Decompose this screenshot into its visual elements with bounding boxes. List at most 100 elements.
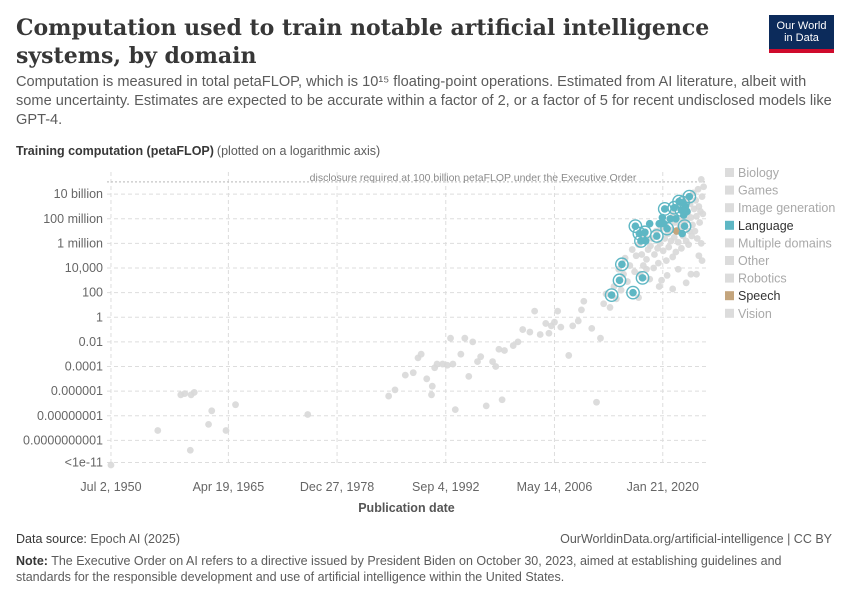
data-point-other (674, 265, 682, 273)
legend-swatch (725, 168, 734, 177)
data-source: Data source: Epoch AI (2025) (16, 532, 180, 546)
data-point-language (618, 260, 626, 269)
data-point-language (680, 222, 689, 230)
data-point-language-ring (657, 202, 672, 216)
x-tick-label: Apr 19, 1965 (193, 480, 265, 494)
data-point-language-ring (667, 200, 682, 215)
data-point-language (678, 229, 686, 238)
data-source-text[interactable]: Epoch AI (2025) (90, 532, 181, 546)
license-link[interactable]: OurWorldinData.org/artificial-intelligen… (560, 532, 832, 546)
data-point-other (663, 272, 671, 279)
data-point-other (451, 406, 459, 414)
legend-swatch (725, 291, 734, 301)
data-point-other (457, 350, 465, 358)
chart-note: Note: The Executive Order on AI refers t… (16, 553, 836, 585)
data-point-language-ring (626, 285, 640, 300)
x-tick-label: Sep 4, 1992 (412, 480, 479, 494)
data-point-other (232, 401, 239, 409)
data-point-other (489, 358, 496, 365)
data-point-other (208, 407, 216, 415)
data-point-other (669, 285, 677, 293)
y-tick-label: 0.01 (79, 335, 103, 349)
y-tick-label: 1 (96, 310, 103, 324)
data-point-other (687, 214, 695, 221)
y-axis-title-main: Training computation (petaFLOP) (16, 144, 214, 158)
legend-swatch (725, 273, 734, 283)
y-tick-label: <1e-11 (65, 456, 103, 470)
data-point-other (449, 360, 457, 368)
scatter-chart[interactable]: 10 billion 100 million 1 million 10,000 100 1… (0, 160, 850, 520)
data-point-language-ring (635, 270, 650, 285)
data-point-language-ring (604, 288, 619, 303)
data-point-other (107, 461, 115, 469)
legend-label: Vision (738, 307, 772, 321)
y-tick-label: 100 (82, 286, 103, 300)
y-tick-label: 0.0000000001 (23, 433, 103, 447)
x-tick-label: Jul 2, 1950 (80, 480, 141, 494)
data-point-other (606, 304, 614, 311)
data-point-language-ring (612, 273, 627, 288)
owid-logo[interactable]: Our World in Data (769, 15, 834, 53)
data-point-other (565, 352, 573, 359)
data-point-other (417, 350, 425, 358)
data-point-other (631, 268, 638, 276)
data-point-other (692, 196, 700, 204)
data-point-other (205, 420, 212, 428)
data-point-other (593, 398, 600, 406)
data-point-other (509, 342, 517, 349)
data-point-other (693, 235, 701, 242)
data-point-other (428, 391, 435, 399)
data-point-other (391, 386, 399, 394)
data-point-language (638, 274, 647, 282)
data-point-other (545, 329, 553, 337)
logo-line-2: in Data (784, 32, 819, 44)
data-point-other (620, 270, 627, 278)
data-point-other (670, 233, 678, 241)
legend-swatch (725, 238, 734, 248)
data-point-other (154, 427, 162, 434)
legend-label: Language (738, 219, 794, 233)
data-point-language (645, 219, 654, 228)
data-point-language (660, 205, 669, 213)
x-tick-label: May 14, 2006 (517, 480, 593, 494)
legend-swatch (725, 220, 734, 230)
data-point-other (461, 334, 469, 342)
legend-swatch (725, 185, 734, 195)
x-tick-label: Dec 27, 1978 (300, 480, 374, 494)
chart-subtitle: Computation is measured in total petaFLO… (16, 74, 832, 128)
chart-title: Computation used to train notable artifi… (16, 15, 710, 69)
data-point-other (696, 219, 704, 226)
legend-label: Biology (738, 166, 780, 180)
data-point-other (554, 307, 562, 315)
y-axis-title: Training computation (petaFLOP) (plotted … (16, 144, 380, 158)
data-point-other (401, 371, 409, 379)
data-point-other (617, 286, 625, 294)
y-tick-label: 0.000001 (51, 384, 103, 398)
data-point-other (678, 244, 685, 252)
data-point-other (186, 446, 194, 454)
logo-line-1: Our World (776, 20, 827, 32)
data-point-other (691, 227, 699, 235)
data-point-other (650, 264, 658, 272)
data-point-other (694, 185, 702, 193)
data-point-other (638, 251, 646, 258)
data-point-other (465, 372, 473, 380)
y-tick-label: 10 billion (54, 187, 103, 201)
data-point-other (659, 247, 667, 255)
data-point-other (693, 270, 700, 278)
legend-swatch (725, 256, 734, 265)
data-point-other (304, 411, 312, 418)
data-point-other (482, 402, 490, 410)
data-point-other (698, 193, 706, 201)
data-point-other (190, 388, 198, 396)
data-point-other (477, 353, 485, 361)
data-point-language-ring (677, 219, 692, 234)
data-point-other (526, 328, 534, 336)
data-point-other (672, 248, 680, 256)
y-tick-label: 0.0001 (65, 360, 103, 374)
data-point-other (492, 363, 500, 370)
x-axis-title: Publication date (358, 501, 455, 515)
data-point-other (536, 331, 544, 338)
note-text: The Executive Order on AI refers to a di… (16, 554, 782, 584)
data-point-other (655, 283, 663, 290)
